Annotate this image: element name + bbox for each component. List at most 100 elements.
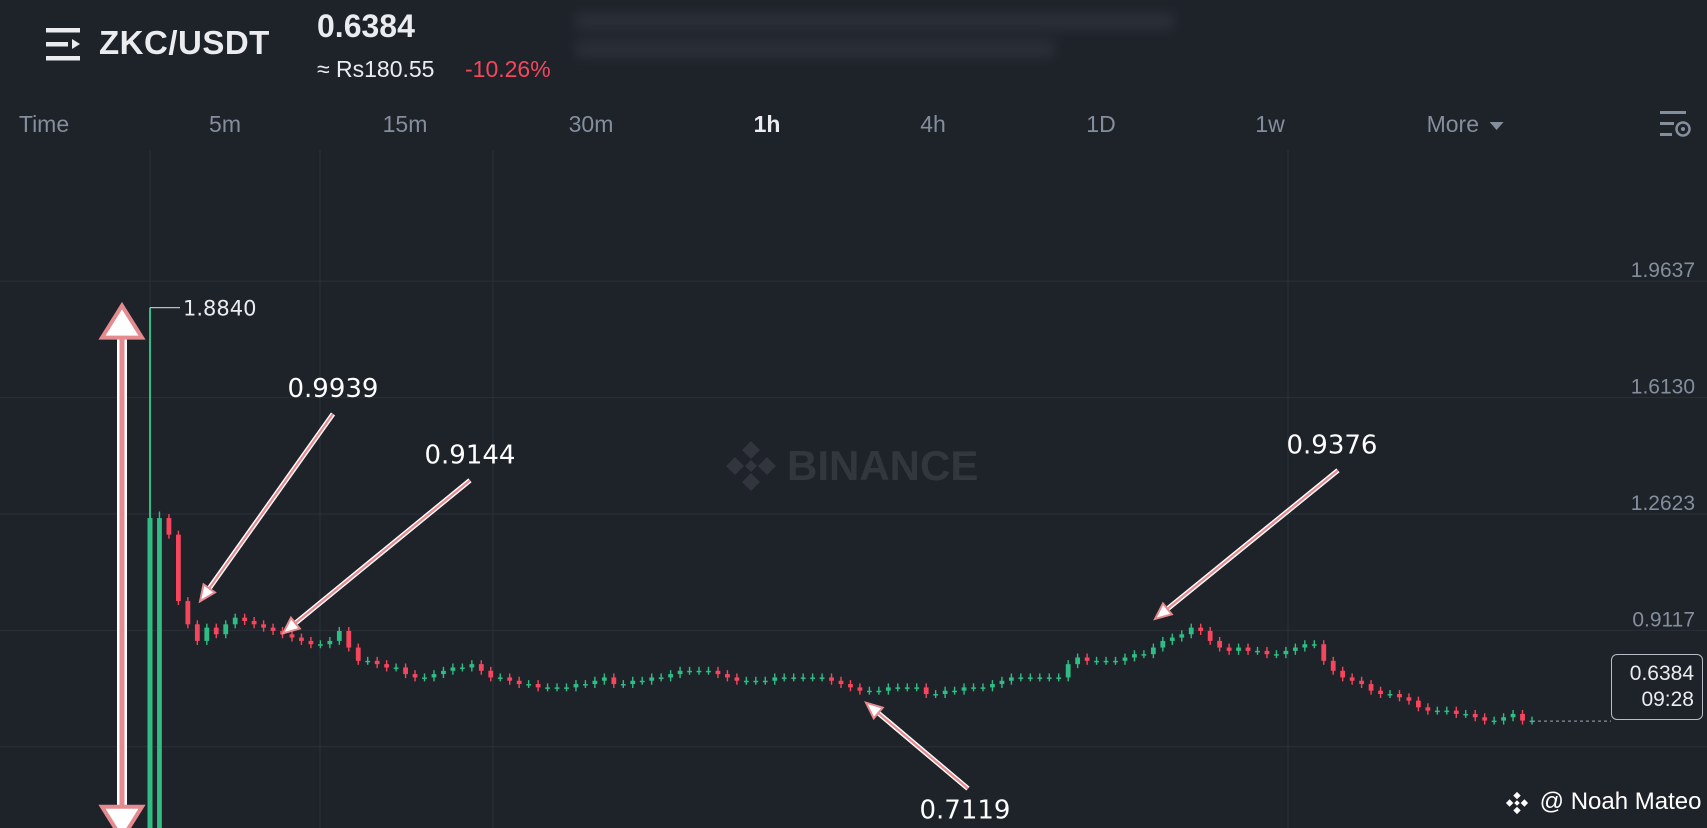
candle-body: [497, 677, 503, 679]
candle-body: [1113, 660, 1118, 663]
candle-body: [611, 677, 617, 685]
candle-body: [545, 687, 550, 689]
tab-1h[interactable]: 1h: [753, 111, 781, 137]
candle-body: [175, 534, 181, 602]
candle-body: [1169, 637, 1175, 641]
menu-icon[interactable]: [46, 26, 84, 62]
candle-body: [838, 680, 844, 685]
candle-body: [583, 684, 588, 686]
annotation-arrow-1-shaft: [208, 413, 334, 589]
y-tick-label: 1.6130: [1631, 376, 1695, 399]
tab-4h[interactable]: 4h: [920, 111, 946, 137]
candle-body: [1472, 713, 1478, 718]
candle-body: [1444, 710, 1450, 713]
blurred-stats: [575, 12, 1175, 74]
candle-body: [734, 677, 740, 681]
candle-body: [1520, 713, 1525, 721]
candle-body: [384, 664, 390, 668]
tab-30m[interactable]: 30m: [568, 111, 614, 137]
tab-more[interactable]: More: [1427, 111, 1504, 138]
candle-body: [1463, 713, 1469, 716]
candle-body: [488, 670, 494, 678]
candle-body: [157, 518, 162, 828]
candle-body: [923, 687, 929, 695]
annotation-label-3: 0.9376: [1287, 430, 1378, 460]
candle-body: [1094, 660, 1099, 663]
annotation-arrow-1-head: [198, 582, 217, 604]
candle-countdown: 09:28: [1641, 688, 1694, 711]
candle-body: [1122, 657, 1128, 661]
candle-body: [1368, 684, 1374, 691]
candle-body: [933, 694, 939, 696]
range-low-label: 0.2900: [183, 826, 256, 828]
spike-candle-body: [147, 518, 153, 828]
candle-body: [990, 684, 995, 688]
candle-body: [866, 690, 872, 693]
candle-body: [412, 674, 418, 678]
current-price-box: 0.6384 09:28: [1611, 654, 1703, 720]
candle-body: [194, 624, 200, 641]
interval-tabs: Time 5m 15m 30m 1h 4h 1D 1w More: [0, 103, 1707, 143]
tab-5m[interactable]: 5m: [209, 111, 241, 137]
candle-body: [1311, 644, 1317, 646]
tab-15m[interactable]: 15m: [382, 111, 428, 137]
annotation-label-4: 0.7119: [920, 796, 1011, 826]
candle-body: [1008, 677, 1014, 681]
annotation-label-1: 0.9939: [288, 374, 379, 404]
candle-body: [658, 677, 664, 679]
y-tick-label: 1.2623: [1631, 492, 1695, 515]
candles: [147, 307, 1535, 828]
candle-body: [1217, 640, 1223, 648]
candle-body: [1056, 677, 1062, 679]
candle-body: [885, 687, 891, 691]
candle-body: [1397, 694, 1402, 698]
candle-body: [1027, 677, 1033, 679]
candle-body: [914, 687, 920, 689]
chart-grid: [0, 150, 1707, 828]
candle-body: [1075, 657, 1081, 665]
candle-body: [469, 664, 475, 668]
candle-body: [1264, 650, 1270, 655]
candle-body: [895, 687, 901, 689]
candle-body: [1321, 644, 1327, 661]
candle-body: [327, 640, 333, 645]
pair-name[interactable]: ZKC/USDT: [99, 24, 270, 61]
chart-settings-icon[interactable]: [1658, 108, 1692, 140]
y-tick-label: 1.9637: [1631, 259, 1695, 282]
y-axis-ticks: 1.9637 1.6130 1.2623 0.9117: [1631, 259, 1695, 631]
candle-body: [800, 677, 806, 679]
candle-body: [791, 677, 797, 679]
candle-body: [1292, 647, 1298, 651]
price-chart[interactable]: BINANCE 1.9637 1.6130 1.2623 0.9117 1.8840 0…: [0, 150, 1707, 828]
candle-body: [952, 690, 957, 693]
candle-body: [1359, 680, 1365, 685]
candle-body: [393, 667, 399, 669]
candle-body: [1434, 710, 1440, 713]
tab-1d[interactable]: 1D: [1086, 111, 1116, 137]
candle-body: [185, 601, 191, 625]
tab-time[interactable]: Time: [18, 111, 70, 137]
candle-body: [1160, 640, 1166, 648]
candle-body: [677, 670, 683, 675]
candle-body: [1274, 654, 1279, 656]
candle-body: [374, 660, 380, 665]
candle-body: [450, 667, 456, 671]
candle-body: [829, 677, 834, 681]
candle-body: [317, 644, 323, 646]
candle-body: [346, 630, 352, 648]
candle-body: [639, 680, 645, 683]
candle-body: [857, 687, 863, 691]
candle-body: [980, 687, 986, 689]
candle-body: [1378, 690, 1383, 695]
candle-body: [810, 677, 816, 679]
candle-body: [1416, 700, 1421, 708]
candle-body: [819, 677, 825, 679]
candle-body: [772, 677, 778, 681]
candle-body: [516, 680, 522, 685]
candle-body: [573, 684, 579, 688]
current-price-value: 0.6384: [1629, 662, 1694, 685]
candle-body: [261, 624, 266, 628]
candle-body: [961, 687, 967, 691]
tab-1w[interactable]: 1w: [1255, 111, 1285, 137]
candle-body: [251, 620, 257, 625]
